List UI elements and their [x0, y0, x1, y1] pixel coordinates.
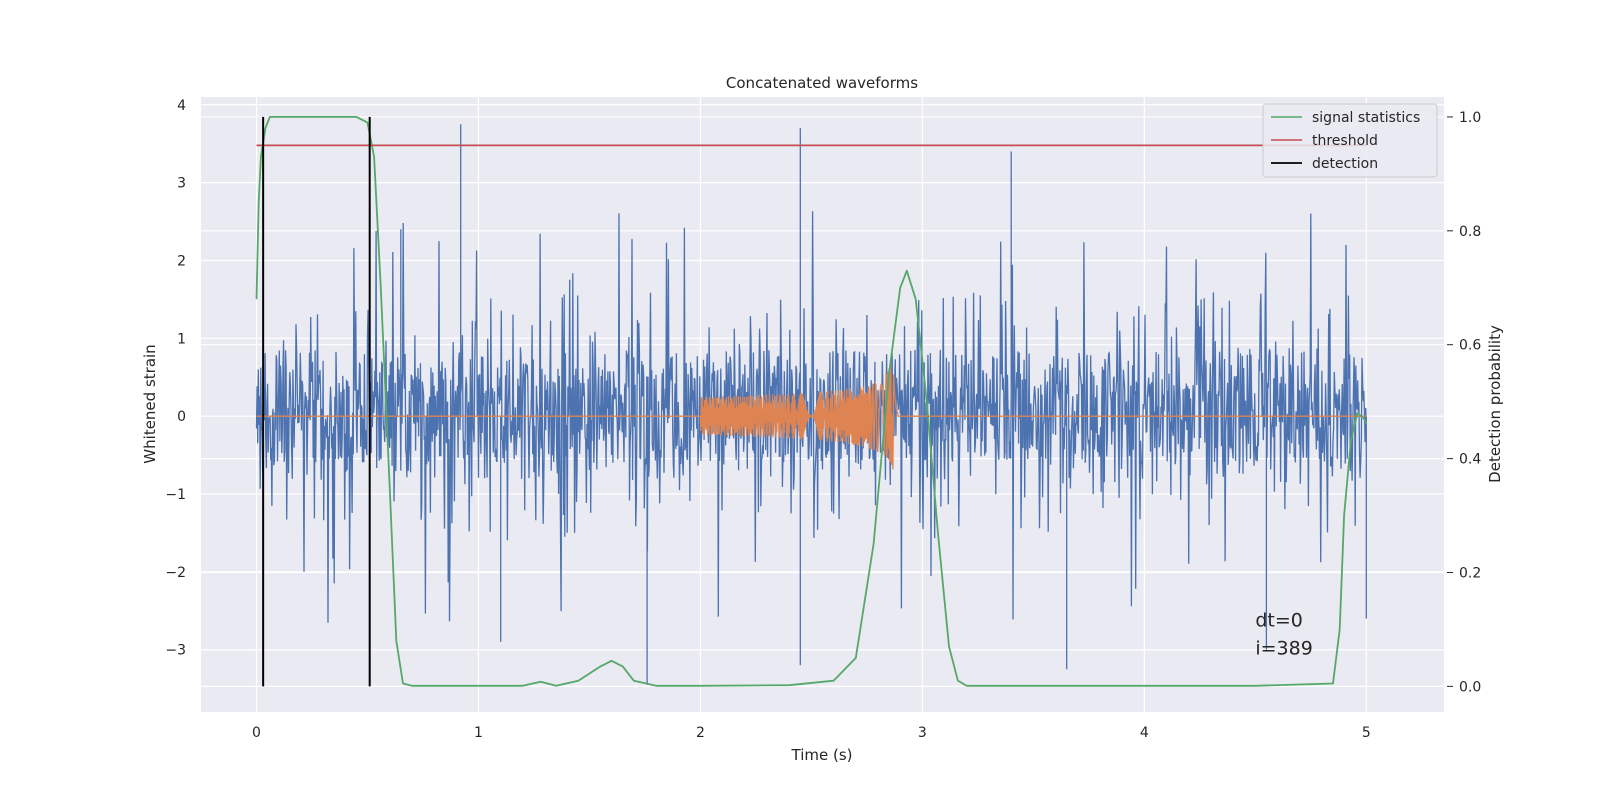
x-tick-label: 2	[696, 725, 705, 741]
legend-label-signal-statistics: signal statistics	[1312, 110, 1420, 126]
series-layer	[255, 116, 1368, 687]
legend-box	[1262, 103, 1438, 178]
x-tick-label: 4	[1140, 725, 1149, 741]
y-right-tick-label: 0.8	[1459, 224, 1481, 240]
y-right-tick-label: 0.4	[1459, 452, 1481, 468]
x-ticks: 0 1 2 3 4 5	[252, 725, 1371, 741]
y-tick-label: −3	[165, 643, 186, 659]
x-tick-label: 0	[252, 725, 261, 741]
y-tick-label: 3	[177, 176, 186, 192]
series-strain-line	[255, 124, 1367, 685]
series-statistic-line	[255, 116, 1368, 687]
series-template-line	[256, 363, 1367, 470]
y-right-ticks: 0.0 0.2 0.4 0.6 0.8 1.0	[1447, 110, 1481, 695]
y-right-tick-label: 1.0	[1459, 110, 1481, 126]
y-tick-label: 4	[177, 98, 186, 114]
annotation-line: dt=0	[1255, 609, 1303, 631]
y-right-tick-label: 0.2	[1459, 565, 1481, 581]
legend-label-detection: detection	[1312, 156, 1378, 172]
y-ticks: −3 −2 −1 0 1 2 3 4	[165, 98, 186, 659]
y-tick-label: 2	[177, 253, 186, 269]
x-tick-label: 5	[1362, 725, 1371, 741]
y-tick-label: −1	[165, 487, 186, 503]
legend: signal statistics threshold detection	[1262, 103, 1438, 178]
y-right-tick-label: 0.6	[1459, 338, 1481, 354]
x-tick-label: 1	[474, 725, 483, 741]
y-tick-label: 0	[177, 409, 186, 425]
legend-label-threshold: threshold	[1312, 133, 1378, 149]
annotation-line: i=389	[1255, 637, 1312, 659]
x-tick-label: 3	[918, 725, 927, 741]
y-tick-label: −2	[165, 565, 186, 581]
chart-title: Concatenated waveforms	[726, 74, 918, 92]
y-tick-label: 1	[177, 331, 186, 347]
annotation: dt=0 i=389	[1255, 609, 1312, 659]
y-right-axis-title: Detection probability	[1486, 325, 1504, 483]
x-axis-title: Time (s)	[791, 746, 853, 764]
y-right-tick-label: 0.0	[1459, 679, 1481, 695]
y-axis-title: Whitened strain	[141, 344, 159, 463]
detection-layer	[262, 116, 371, 687]
